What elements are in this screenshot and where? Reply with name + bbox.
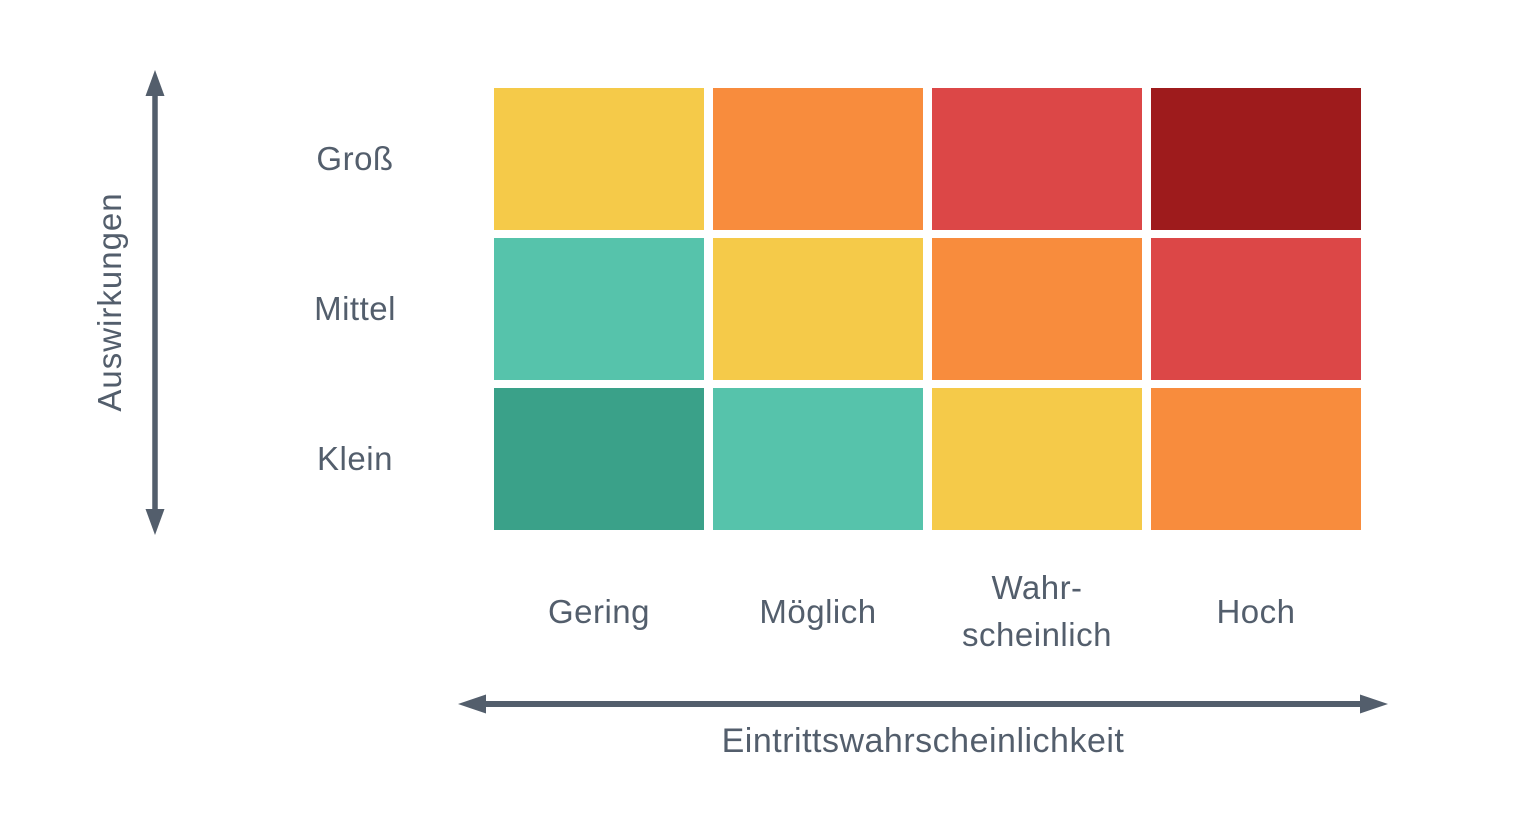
col-label-wahrscheinlich: Wahr- scheinlich xyxy=(962,569,1112,653)
vertical-double-arrow-icon xyxy=(145,70,165,535)
matrix-cell-r1-c3-red xyxy=(932,88,1142,230)
matrix-cell-r2-c4-red xyxy=(1151,238,1361,380)
y-axis-title-text: Auswirkungen xyxy=(91,192,128,412)
column-labels: Gering Möglich Wahr- scheinlich Hoch xyxy=(494,556,1361,666)
matrix-cell-r1-c4-dark_red xyxy=(1151,88,1361,230)
x-axis-title: Eintrittswahrscheinlichkeit xyxy=(721,722,1125,760)
matrix-cell-r2-c3-orange xyxy=(932,238,1142,380)
row-label-mittel: Mittel xyxy=(314,290,396,327)
horizontal-double-arrow-icon xyxy=(458,694,1388,714)
y-axis-arrow xyxy=(140,70,170,535)
matrix-cell-r3-c2-teal xyxy=(713,388,923,530)
matrix-cell-r2-c2-yellow xyxy=(713,238,923,380)
row-label-klein: Klein xyxy=(317,440,393,477)
matrix-cell-r3-c1-green xyxy=(494,388,704,530)
matrix-cell-r3-c4-orange xyxy=(1151,388,1361,530)
col-label-gering: Gering xyxy=(547,592,651,630)
matrix-cell-r1-c1-yellow xyxy=(494,88,704,230)
matrix-cell-r1-c2-orange xyxy=(713,88,923,230)
col-label-moeglich: Möglich xyxy=(759,592,877,630)
matrix-cell-r3-c3-yellow xyxy=(932,388,1142,530)
col-label-hoch: Hoch xyxy=(1216,592,1296,630)
x-axis-arrow xyxy=(458,690,1388,718)
risk-matrix-grid xyxy=(494,88,1361,530)
matrix-cell-r2-c1-teal xyxy=(494,238,704,380)
row-label-gross: Groß xyxy=(316,140,394,177)
